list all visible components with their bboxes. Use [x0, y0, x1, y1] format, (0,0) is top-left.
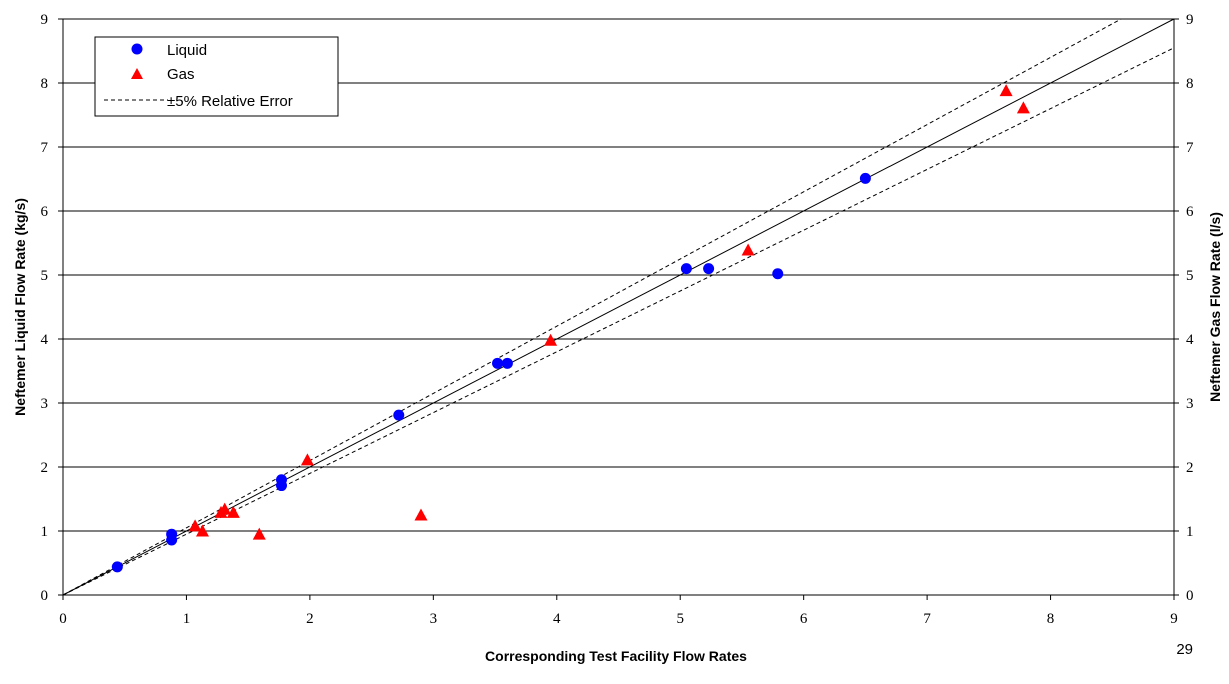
legend-liquid-marker	[131, 43, 143, 55]
gas-point-11	[1016, 101, 1030, 114]
x-tick-label-2: 2	[306, 611, 314, 627]
x-tick-label-9: 9	[1170, 611, 1178, 627]
liquid-point-2	[166, 528, 178, 540]
liquid-point-7	[501, 357, 513, 369]
y-right-tick-label-0: 0	[1186, 588, 1194, 604]
y-tick-label-9: 9	[41, 12, 49, 28]
gas-point-8	[544, 333, 558, 346]
y-right-tick-label-2: 2	[1186, 460, 1194, 476]
y-right-tick-label-7: 7	[1186, 140, 1194, 156]
legend: Liquid Gas ±5% Relative Error	[94, 36, 339, 117]
gas-point-9	[741, 243, 755, 256]
y-right-tick-labels: 0 1 2 3 4 5 6 7 8 9	[1186, 12, 1194, 604]
x-tick-labels: 0 1 2 3 4 5 6 7 8 9	[59, 611, 1178, 627]
gas-point-4	[226, 505, 240, 518]
liquid-point-10	[772, 268, 784, 280]
reference-line-identity	[62, 18, 1175, 596]
y-right-tick-label-5: 5	[1186, 268, 1194, 284]
y-right-tick-label-4: 4	[1186, 332, 1194, 348]
x-tick-label-6: 6	[800, 611, 808, 627]
x-tick-label-5: 5	[676, 611, 684, 627]
legend-liquid-label: Liquid	[167, 42, 207, 59]
y-right-tick-label-6: 6	[1186, 204, 1194, 220]
y-right-tick-label-3: 3	[1186, 396, 1194, 412]
liquid-point-8	[680, 263, 692, 275]
x-tick-label-3: 3	[430, 611, 438, 627]
y-tick-label-0: 0	[41, 588, 49, 604]
gas-point-3	[218, 502, 232, 515]
y-tick-label-5: 5	[41, 268, 49, 284]
data-points	[111, 84, 1030, 573]
y-tick-label-3: 3	[41, 396, 49, 412]
gas-point-7	[414, 508, 428, 521]
x-tick-label-0: 0	[59, 611, 67, 627]
gas-point-10	[999, 84, 1013, 97]
y-axis-title-right: Neftemer Gas Flow Rate (l/s)	[1207, 212, 1223, 402]
gas-point-6	[300, 453, 314, 466]
grid-lines	[63, 82, 1174, 532]
gas-point-0	[188, 519, 202, 532]
reference-line-+5%	[62, 18, 1122, 596]
x-tick-label-7: 7	[923, 611, 931, 627]
x-tick-label-8: 8	[1047, 611, 1055, 627]
legend-gas-marker	[131, 68, 143, 79]
y-tick-labels: 0 1 2 3 4 5 6 7 8 9	[41, 12, 49, 604]
reference-lines	[62, 18, 1175, 596]
axes	[58, 18, 1179, 600]
liquid-point-4	[275, 474, 287, 486]
y-right-tick-label-9: 9	[1186, 12, 1194, 28]
y-tick-label-7: 7	[41, 140, 49, 156]
y-tick-label-2: 2	[41, 460, 49, 476]
liquid-point-5	[393, 409, 405, 421]
series-gas	[188, 84, 1030, 540]
y-tick-label-8: 8	[41, 76, 49, 92]
legend-gas-label: Gas	[167, 66, 195, 83]
liquid-point-0	[111, 561, 123, 573]
series-liquid	[111, 172, 871, 573]
liquid-point-11	[859, 172, 871, 184]
x-tick-label-4: 4	[553, 611, 561, 627]
legend-error-label: ±5% Relative Error	[167, 93, 293, 110]
page-number: 29	[1176, 641, 1193, 658]
gas-point-1	[195, 524, 209, 537]
y-axis-title: Neftemer Liquid Flow Rate (kg/s)	[12, 198, 28, 416]
liquid-point-6	[492, 357, 504, 369]
reference-line--5%	[62, 47, 1175, 596]
y-right-tick-label-8: 8	[1186, 76, 1194, 92]
y-tick-label-6: 6	[41, 204, 49, 220]
x-axis-title: Corresponding Test Facility Flow Rates	[485, 648, 747, 664]
y-right-tick-label-1: 1	[1186, 524, 1194, 540]
y-tick-label-4: 4	[41, 332, 49, 348]
x-tick-label-1: 1	[183, 611, 191, 627]
gas-point-5	[252, 527, 266, 540]
y-tick-label-1: 1	[41, 524, 49, 540]
liquid-point-9	[703, 263, 715, 275]
